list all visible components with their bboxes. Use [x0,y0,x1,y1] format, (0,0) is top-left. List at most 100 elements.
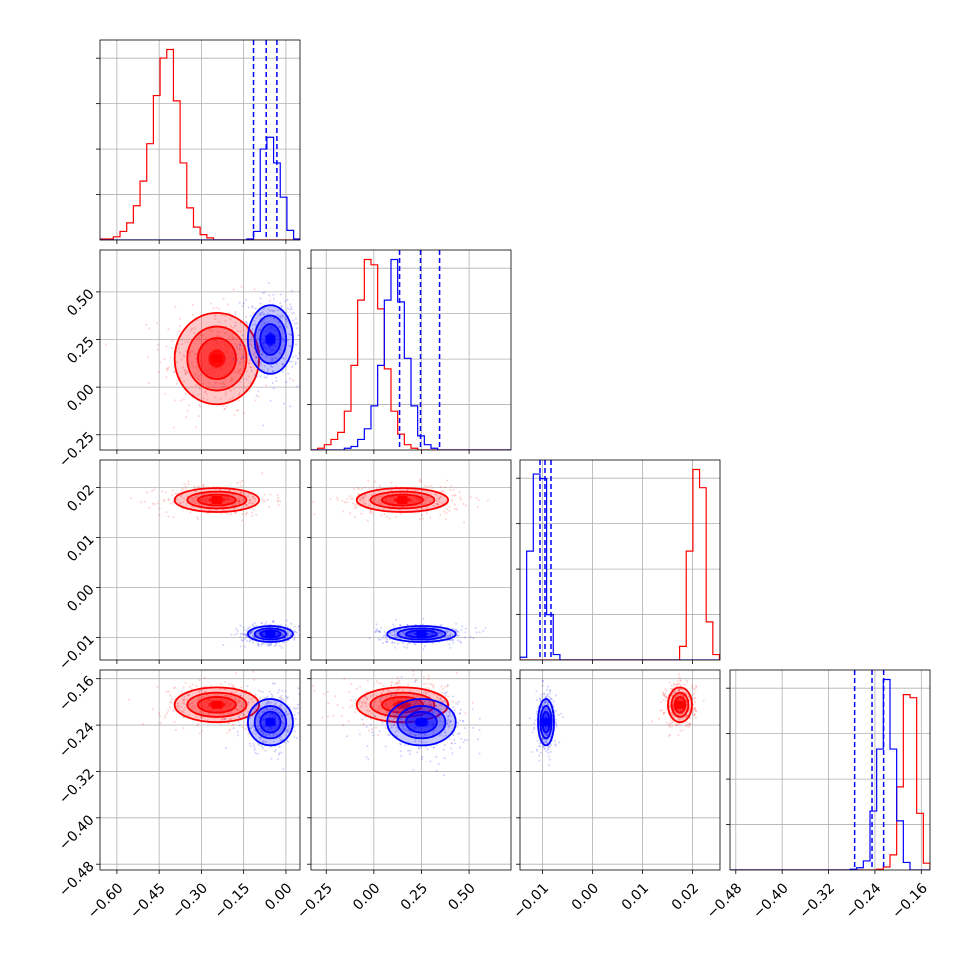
scatter-point [451,752,454,755]
scatter-point [253,747,256,750]
scatter-point [284,624,287,627]
scatter-point [437,632,440,635]
scatter-point [543,747,546,750]
scatter-point [280,646,283,649]
scatter-point [158,507,161,510]
scatter-point [189,355,192,358]
scatter-point [236,708,239,711]
scatter-point [251,502,254,505]
scatter-point [456,703,459,706]
scatter-point [251,336,254,339]
scatter-point [414,733,417,736]
scatter-point [253,319,256,322]
scatter-point [678,689,681,692]
scatter-point [458,712,461,715]
scatter-point [266,709,269,712]
scatter-point [353,504,356,507]
scatter-point [180,358,183,361]
scatter-point [472,636,475,639]
scatter-point [457,639,460,642]
scatter-point [440,633,443,636]
scatter-point [193,327,196,330]
scatter-point [215,508,218,511]
scatter-point [365,709,368,712]
contour-line [196,337,237,381]
scatter-point [264,623,267,626]
scatter-point [422,675,425,678]
scatter-point [650,720,653,723]
scatter-point [357,493,360,496]
scatter-point [531,750,534,753]
scatter-point [183,369,186,372]
scatter-point [292,312,295,315]
scatter-point [249,716,252,719]
scatter-point [281,363,284,366]
scatter-point [185,502,188,505]
scatter-point [429,516,432,519]
scatter-point [204,690,207,693]
scatter-point [293,629,296,632]
scatter-point [421,508,424,511]
scatter-point [399,624,402,627]
panel-2-0: −0.010.000.010.02 [56,459,301,673]
scatter-point [377,638,380,641]
scatter-point [278,325,281,328]
scatter-point [355,506,358,509]
scatter-point [178,709,181,712]
scatter-point [173,721,176,724]
scatter-point [228,335,231,338]
scatter-point [279,316,282,319]
scatter-point [390,681,393,684]
scatter-point [456,634,459,637]
scatter-point [547,701,550,704]
histogram-series-1 [520,473,720,660]
scatter-point [239,373,242,376]
scatter-point [437,763,440,766]
scatter-point [420,733,423,736]
scatter-point [245,321,248,324]
scatter-point [243,633,246,636]
scatter-point [245,320,248,323]
scatter-point [379,698,382,701]
scatter-point [672,705,675,708]
scatter-point [379,682,382,685]
scatter-point [546,693,549,696]
scatter-point [186,694,189,697]
scatter-point [284,690,287,693]
scatter-point [242,713,245,716]
scatter-point [302,710,304,712]
scatter-point [675,724,678,727]
scatter-point [176,704,179,707]
scatter-point [261,747,264,750]
scatter-point [375,694,378,697]
scatter-point [399,624,402,627]
scatter-point [282,363,285,366]
scatter-point [408,753,411,756]
scatter-point [187,694,190,697]
scatter-point [426,496,429,499]
scatter-point [290,334,293,337]
scatter-point [670,684,673,687]
scatter-point [242,633,245,636]
scatter-point [214,381,217,384]
scatter-point [153,503,156,506]
scatter-point [390,634,393,637]
scatter-point [280,713,283,716]
scatter-point [228,729,231,732]
scatter-point [397,688,400,691]
scatter-point [560,712,563,715]
scatter-point [673,690,676,693]
scatter-point [408,703,411,706]
scatter-point [350,497,353,500]
scatter-point [170,347,173,350]
scatter-point [240,285,243,288]
scatter-point [681,717,684,720]
scatter-point [550,743,553,746]
density-peak [541,718,551,727]
scatter-point [547,751,550,754]
scatter-point [423,701,426,704]
scatter-point [430,704,433,707]
scatter-point [282,357,285,360]
scatter-point [223,383,226,386]
scatter-point [294,707,297,710]
